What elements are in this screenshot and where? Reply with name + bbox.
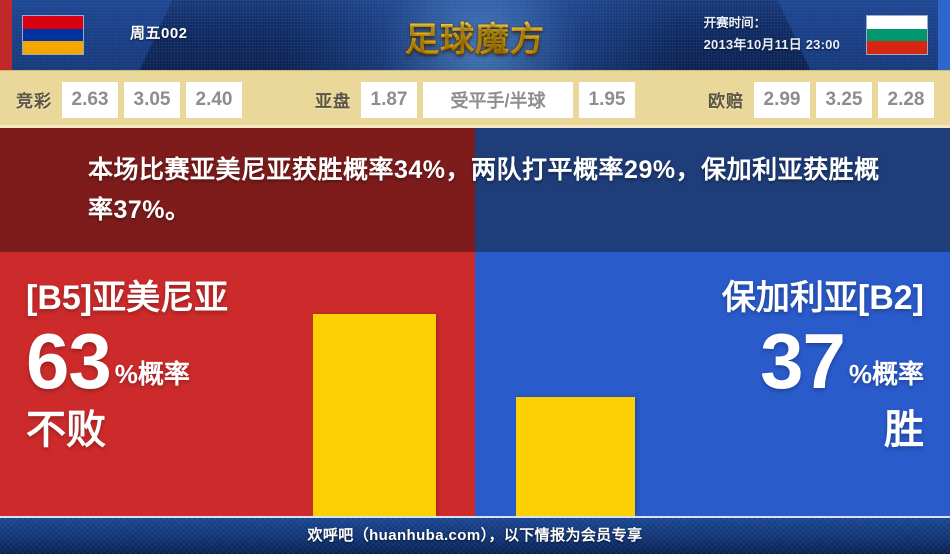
- odds-cell-handicap[interactable]: 受平手/半球: [423, 81, 573, 118]
- away-probability-row: 37 %概率: [722, 322, 924, 400]
- away-probability-value: 37: [760, 317, 846, 405]
- header-edge-stripe-blue: [938, 0, 950, 70]
- flag-band: [23, 28, 83, 42]
- flag-band: [23, 16, 83, 29]
- away-team-block: 保加利亚[B2] 37 %概率 胜: [722, 278, 924, 454]
- summary-text: 本场比赛亚美尼亚获胜概率34%，两队打平概率29%，保加利亚获胜概率37%。: [88, 156, 880, 224]
- odds-cell-home[interactable]: 2.63: [62, 81, 118, 118]
- kickoff-time: 2013年10月11日 23:00: [703, 37, 840, 52]
- bulgaria-flag-icon: [866, 15, 928, 55]
- home-probability-bar: [313, 314, 436, 516]
- summary-half-red: [0, 128, 475, 252]
- kickoff-label: 开赛时间：: [703, 16, 767, 30]
- home-probability-value: 63: [26, 317, 112, 405]
- home-outcome-label: 不败: [26, 408, 106, 452]
- probability-chart: [B5]亚美尼亚 63 %概率 不败 保加利亚[B2] 37 %概率 胜: [0, 252, 950, 516]
- odds-bar: 竞彩 2.63 3.05 2.40 亚盘 1.87 受平手/半球 1.95 欧赔…: [0, 70, 950, 128]
- odds-group-yapan: 亚盘 1.87 受平手/半球 1.95: [315, 81, 635, 118]
- away-probability-bar: [516, 397, 635, 516]
- odds-cell-home[interactable]: 2.99: [754, 81, 810, 118]
- summary-section: 本场比赛亚美尼亚获胜概率34%，两队打平概率29%，保加利亚获胜概率37%。: [0, 128, 950, 252]
- site-logo-text: 足球魔方: [405, 12, 545, 61]
- flag-band: [867, 41, 927, 54]
- summary-half-blue: [475, 128, 950, 252]
- home-team-block: [B5]亚美尼亚 63 %概率 不败: [26, 278, 228, 454]
- flag-band: [23, 41, 83, 54]
- away-team-name: 保加利亚[B2]: [721, 279, 924, 317]
- header-bar: 周五002 足球魔方 开赛时间： 2013年10月11日 23:00: [0, 0, 950, 70]
- footer-bar: 欢呼吧（huanhuba.com），以下情报为会员专享: [0, 518, 950, 554]
- odds-cell-away[interactable]: 2.40: [186, 81, 242, 118]
- odds-cell-away[interactable]: 2.28: [878, 81, 934, 118]
- footer-divider: [0, 516, 950, 518]
- home-probability-suffix: %概率: [114, 359, 190, 389]
- flag-band: [867, 16, 927, 29]
- odds-group-title: 亚盘: [315, 92, 351, 111]
- home-probability-row: 63 %概率: [26, 322, 228, 400]
- odds-cell-home[interactable]: 1.87: [361, 81, 417, 118]
- armenia-flag-icon: [22, 15, 84, 55]
- odds-cell-draw[interactable]: 3.05: [124, 81, 180, 118]
- odds-group-title: 欧赔: [708, 92, 744, 111]
- odds-cell-away[interactable]: 1.95: [579, 81, 635, 118]
- odds-group-oupei: 欧赔 2.99 3.25 2.28: [708, 81, 934, 118]
- odds-cell-draw[interactable]: 3.25: [816, 81, 872, 118]
- home-team-name: [B5]亚美尼亚: [26, 279, 229, 317]
- header-edge-stripe-red: [0, 0, 12, 70]
- odds-group-jingcai: 竞彩 2.63 3.05 2.40: [16, 81, 242, 118]
- odds-group-title: 竞彩: [16, 92, 52, 111]
- round-label: 周五002: [130, 25, 188, 42]
- flag-band: [867, 28, 927, 42]
- away-probability-suffix: %概率: [848, 359, 924, 389]
- header-light-sheen: [280, 0, 680, 70]
- kickoff-info: 开赛时间： 2013年10月11日 23:00: [704, 13, 840, 55]
- away-outcome-label: 胜: [884, 408, 924, 452]
- footer-text: 欢呼吧（huanhuba.com），以下情报为会员专享: [307, 527, 643, 544]
